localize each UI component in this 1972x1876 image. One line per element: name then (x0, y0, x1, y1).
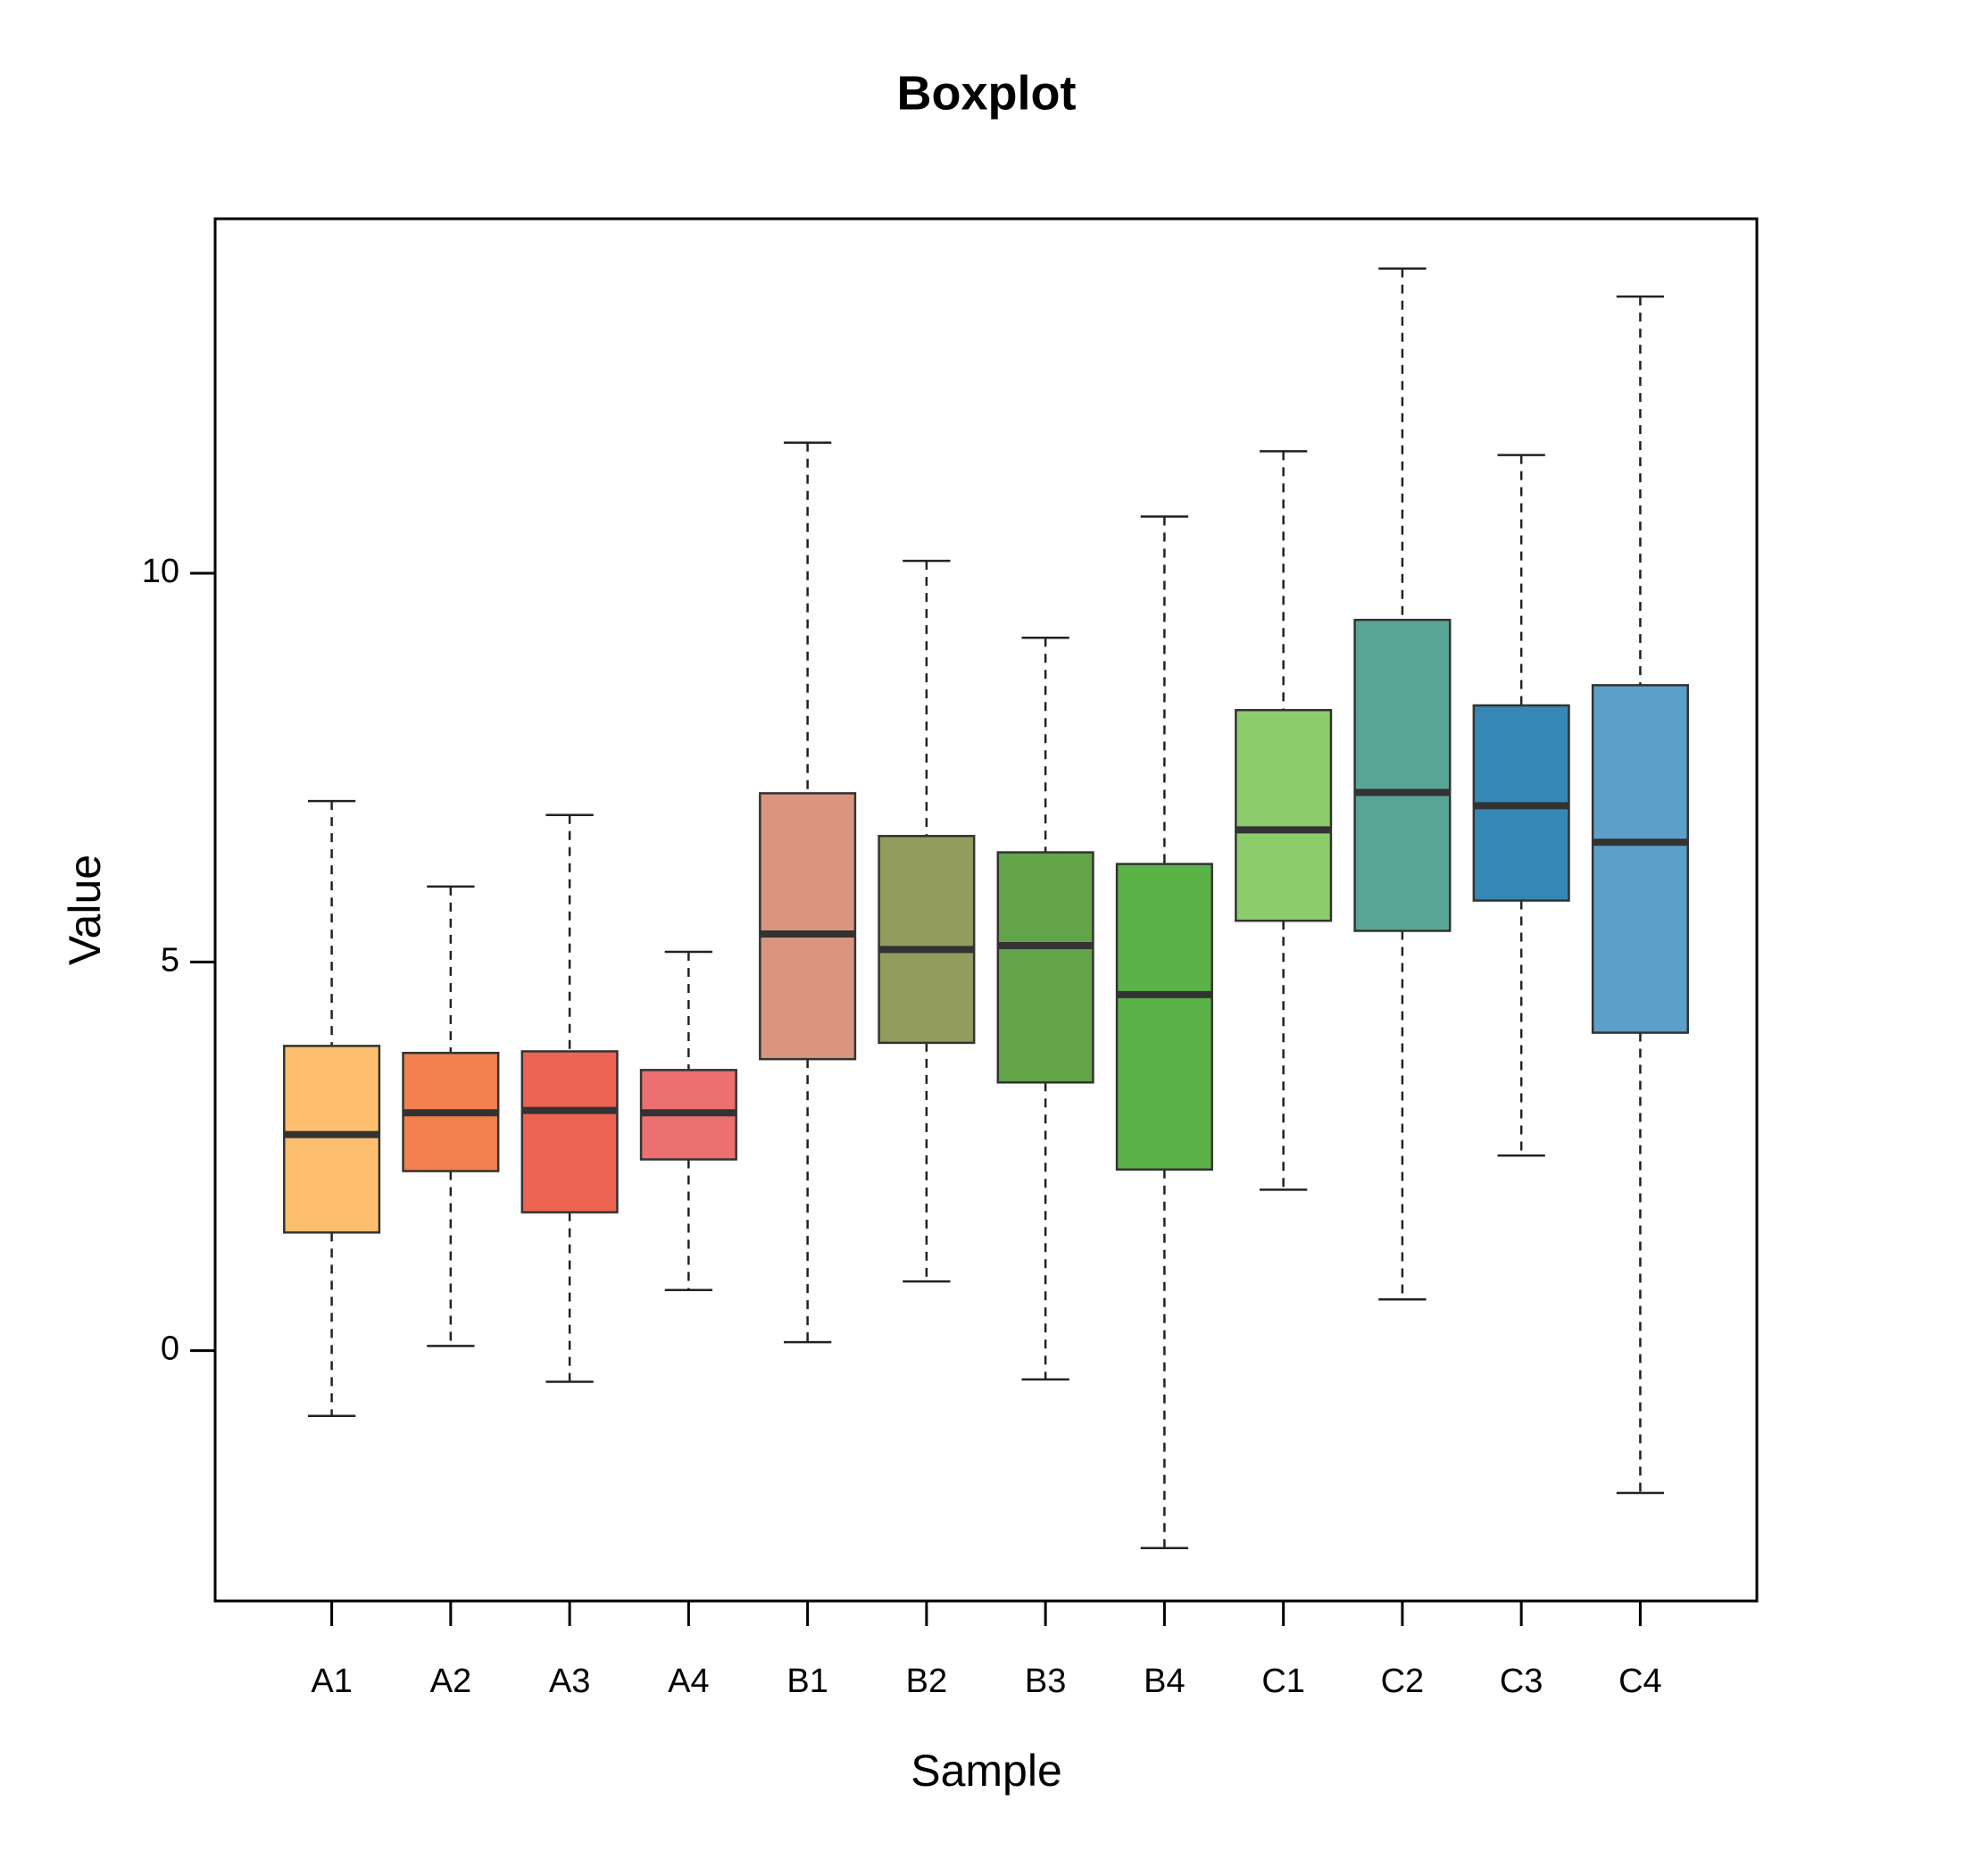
plot-frame (213, 217, 1759, 1603)
x-tick-label: A1 (311, 1663, 352, 1700)
x-tick-label: C2 (1381, 1663, 1425, 1700)
x-tick-label: B4 (1144, 1663, 1185, 1700)
y-tick-label: 5 (161, 941, 179, 979)
x-tick-label: A4 (668, 1663, 709, 1700)
x-tick-label: C3 (1500, 1663, 1543, 1700)
box (996, 851, 1094, 1084)
box (878, 835, 976, 1045)
box (1235, 708, 1333, 922)
box (1353, 619, 1452, 932)
x-tick-label: B1 (786, 1663, 828, 1700)
x-tick-label: B2 (906, 1663, 947, 1700)
x-tick-label: C4 (1618, 1663, 1662, 1700)
y-axis-label: Value (60, 855, 110, 965)
x-tick-label: A2 (430, 1663, 471, 1700)
y-tick-label: 10 (142, 553, 179, 590)
x-tick-label: B3 (1025, 1663, 1066, 1700)
x-axis-label: Sample (911, 1746, 1062, 1796)
y-tick-label: 0 (161, 1330, 179, 1368)
box (520, 1050, 619, 1213)
box (283, 1045, 381, 1234)
box (1115, 863, 1213, 1171)
chart-title: Boxplot (897, 66, 1077, 120)
x-tick-label: C1 (1261, 1663, 1305, 1700)
box (759, 792, 857, 1061)
x-tick-label: A3 (549, 1663, 590, 1700)
box (1591, 684, 1689, 1034)
